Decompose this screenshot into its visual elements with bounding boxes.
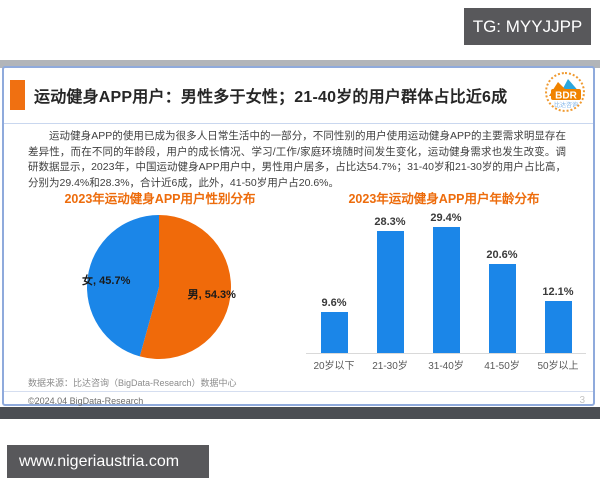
bar-category-label: 20岁以下 <box>313 361 355 372</box>
slide-headline: 运动健身APP用户：男性多于女性；21-40岁的用户群体占比近6成 <box>34 89 508 106</box>
bar <box>376 231 404 353</box>
bdr-logo-circle: BDR 比达咨询 <box>545 72 585 112</box>
tg-contact-text: TG: MYYJJPP <box>472 16 583 36</box>
pie-label-女: 女, 45.7% <box>82 273 131 287</box>
pie-chart: 男, 54.3% 女, 45.7% <box>82 215 237 359</box>
bar <box>320 312 348 353</box>
bar <box>432 227 460 353</box>
tg-contact-badge: TG: MYYJJPP <box>464 8 591 45</box>
bar-category-label: 31-40岁 <box>428 361 464 372</box>
bar-column: 9.6% <box>306 297 362 353</box>
pie-chart-title: 2023年运动健身APP用户性别分布 <box>64 192 256 206</box>
bar-category-label: 41-50岁 <box>484 361 520 372</box>
bar-value-label: 28.3% <box>374 216 406 228</box>
bar-value-label: 29.4% <box>430 212 462 224</box>
title-accent-square <box>10 80 25 110</box>
bar-column: 12.1% <box>530 286 586 353</box>
bar-column: 20.6% <box>474 249 530 353</box>
viewer-bottom-strip <box>0 407 600 419</box>
bar-column: 28.3% <box>362 216 418 353</box>
bar-value-label: 20.6% <box>486 249 518 261</box>
bar-value-label: 9.6% <box>321 297 347 309</box>
bar <box>544 301 572 353</box>
bdr-logo-mark: BDR 比达咨询 <box>549 79 581 109</box>
bar-column: 29.4% <box>418 212 474 353</box>
bar-chart-title: 2023年运动健身APP用户年龄分布 <box>348 192 540 206</box>
website-url-text: www.nigeriaustria.com <box>19 452 180 470</box>
copyright-note: ©2024.04 BigData-Research <box>28 396 144 406</box>
summary-paragraph: 运动健身APP的使用已成为很多人日常生活中的一部分，不同性别的用户使用运动健身A… <box>28 130 566 189</box>
data-source-note: 数据来源：比达咨询（BigData-Research）数据中心 <box>28 378 237 388</box>
page-number: 3 <box>579 395 585 406</box>
pie-slice-女 <box>87 215 159 357</box>
bar-category-axis: 20岁以下 21-30岁 31-40岁 41-50岁 50岁以上 <box>306 357 586 372</box>
viewer-top-band <box>0 60 600 68</box>
website-badge: www.nigeriaustria.com <box>7 445 209 478</box>
pie-slice-男 <box>139 215 232 359</box>
pie-label-男: 男, 54.3% <box>188 288 237 301</box>
bdr-logo: BDR 比达咨询 <box>543 72 587 118</box>
bdr-logo-text: BDR <box>555 91 577 102</box>
header-divider <box>4 123 593 124</box>
footer-divider <box>4 391 593 392</box>
bdr-logo-caption: 比达咨询 <box>554 101 578 109</box>
slide-card: 运动健身APP用户：男性多于女性；21-40岁的用户群体占比近6成 BDR 比达… <box>2 66 595 406</box>
bar-category-label: 21-30岁 <box>372 361 408 372</box>
bar <box>488 264 516 353</box>
bar-category-label: 50岁以上 <box>537 361 579 372</box>
bar-value-label: 12.1% <box>542 286 574 298</box>
bar-plot: 9.6% 28.3% 29.4% 20.6% 12.1% <box>306 208 586 354</box>
